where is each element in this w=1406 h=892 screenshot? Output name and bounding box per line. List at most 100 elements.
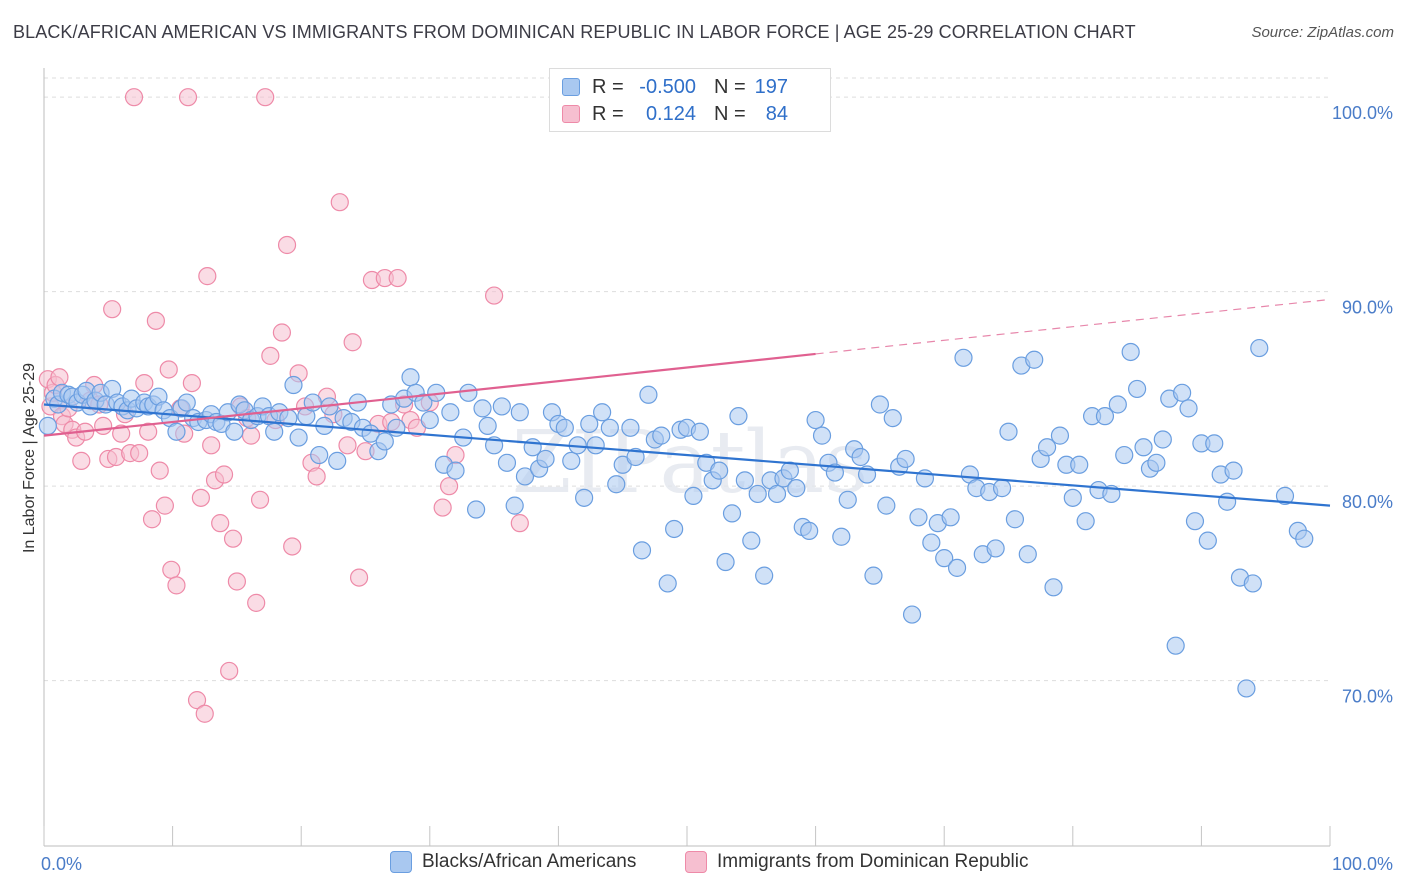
blue-point — [896, 449, 915, 469]
blue-point — [580, 414, 599, 434]
blue-point — [586, 436, 605, 455]
x-tick-label-max: 100.0% — [1332, 854, 1393, 874]
blue-point — [1198, 531, 1217, 550]
blue-point — [1205, 434, 1224, 453]
pink-point — [510, 514, 529, 533]
pink-point — [155, 496, 174, 515]
blue-point — [722, 504, 742, 523]
blue-point — [1224, 461, 1243, 480]
blue-point — [626, 447, 645, 467]
pink-point — [150, 461, 169, 480]
pink-point — [112, 424, 131, 443]
blue-point — [1147, 453, 1166, 472]
blue-point — [986, 539, 1005, 558]
stat-row-blue: R = -0.500 N = 197 — [562, 73, 788, 101]
blue-point — [639, 385, 658, 404]
trend-line-solid — [43, 352, 816, 437]
pink-point — [223, 529, 243, 548]
blue-point — [632, 541, 652, 560]
blue-point — [832, 527, 851, 546]
pink-point — [256, 88, 275, 107]
blue-point — [883, 409, 902, 428]
blue-point — [497, 453, 517, 472]
blue-point — [1179, 399, 1198, 418]
blue-point — [1070, 455, 1089, 474]
pink-point — [146, 311, 165, 330]
pink-point — [135, 373, 154, 393]
x-axis-ticks — [43, 826, 1331, 846]
blue-point — [710, 461, 729, 480]
blue-point — [1063, 488, 1082, 507]
blue-point — [800, 521, 819, 541]
blue-point — [1127, 379, 1147, 399]
blue-point — [812, 426, 832, 445]
pink-point — [307, 467, 326, 486]
blue-point — [1115, 445, 1134, 465]
blue-point — [806, 410, 825, 430]
pink-point — [130, 444, 149, 463]
blue-point — [1108, 395, 1127, 414]
blue-point — [947, 558, 967, 577]
blue-point — [748, 484, 767, 504]
pink-point — [182, 373, 201, 393]
pink-point — [191, 488, 210, 507]
blue-point — [536, 449, 555, 469]
legend-item-dominican[interactable]: Immigrants from Dominican Republic — [685, 851, 1029, 873]
blue-point — [755, 566, 774, 585]
correlation-legend: R = -0.500 N = 197 R = 0.124 N = 84 — [549, 68, 831, 132]
pink-point — [343, 333, 362, 352]
n-label: N = — [714, 102, 746, 125]
blue-swatch — [390, 851, 412, 873]
blue-point — [478, 416, 497, 435]
blue-point — [575, 488, 594, 507]
source-label: Source: ZipAtlas.com — [1251, 24, 1394, 41]
blue-point — [167, 422, 186, 441]
blue-point — [473, 399, 492, 418]
blue-point — [652, 426, 671, 445]
r-value: 0.124 — [645, 102, 696, 125]
pink-point — [241, 426, 261, 445]
blue-point — [935, 549, 954, 568]
pink-point — [439, 477, 459, 496]
blue-point — [1218, 492, 1237, 511]
blue-point — [1173, 383, 1192, 402]
pink-point — [198, 267, 217, 286]
blue-point — [1005, 510, 1025, 529]
blue-point — [684, 486, 703, 505]
y-tick-label: 100.0% — [1332, 103, 1393, 123]
blue-point — [375, 432, 394, 451]
pink-point — [124, 88, 144, 107]
x-tick-label-min: 0.0% — [41, 854, 82, 874]
series-legend: Blacks/African Americans Immigrants from… — [0, 851, 1406, 877]
blue-point — [1185, 512, 1205, 531]
blue-point — [466, 500, 486, 519]
blue-point — [1121, 342, 1140, 362]
pink-point — [330, 193, 349, 212]
blue-point — [441, 403, 460, 422]
pink-point — [214, 465, 234, 484]
legend-label: Blacks/African Americans — [422, 851, 637, 872]
blue-point — [265, 422, 284, 441]
r-label: R = — [592, 75, 624, 98]
blue-point — [1134, 438, 1153, 457]
blue-point — [1237, 679, 1256, 698]
blue-point — [1166, 636, 1185, 655]
pink-point — [94, 416, 113, 435]
blue-point — [1295, 529, 1314, 548]
pink-point — [388, 268, 407, 288]
pink-point — [433, 498, 452, 517]
legend-item-blacks[interactable]: Blacks/African Americans — [390, 851, 636, 873]
blue-point — [401, 368, 420, 387]
blue-point — [870, 395, 890, 414]
pink-point — [247, 593, 266, 612]
blue-point — [593, 403, 612, 422]
blue-point — [600, 418, 619, 437]
pink-point — [250, 490, 270, 509]
blue-point — [1018, 545, 1037, 564]
blue-point — [1275, 486, 1295, 505]
blue-point — [838, 490, 857, 509]
pink-point — [338, 436, 357, 455]
blue-point — [1153, 430, 1172, 449]
blue-point — [902, 605, 922, 624]
y-axis-tick-labels: 70.0% 80.0% 90.0% 100.0% — [1332, 103, 1393, 706]
